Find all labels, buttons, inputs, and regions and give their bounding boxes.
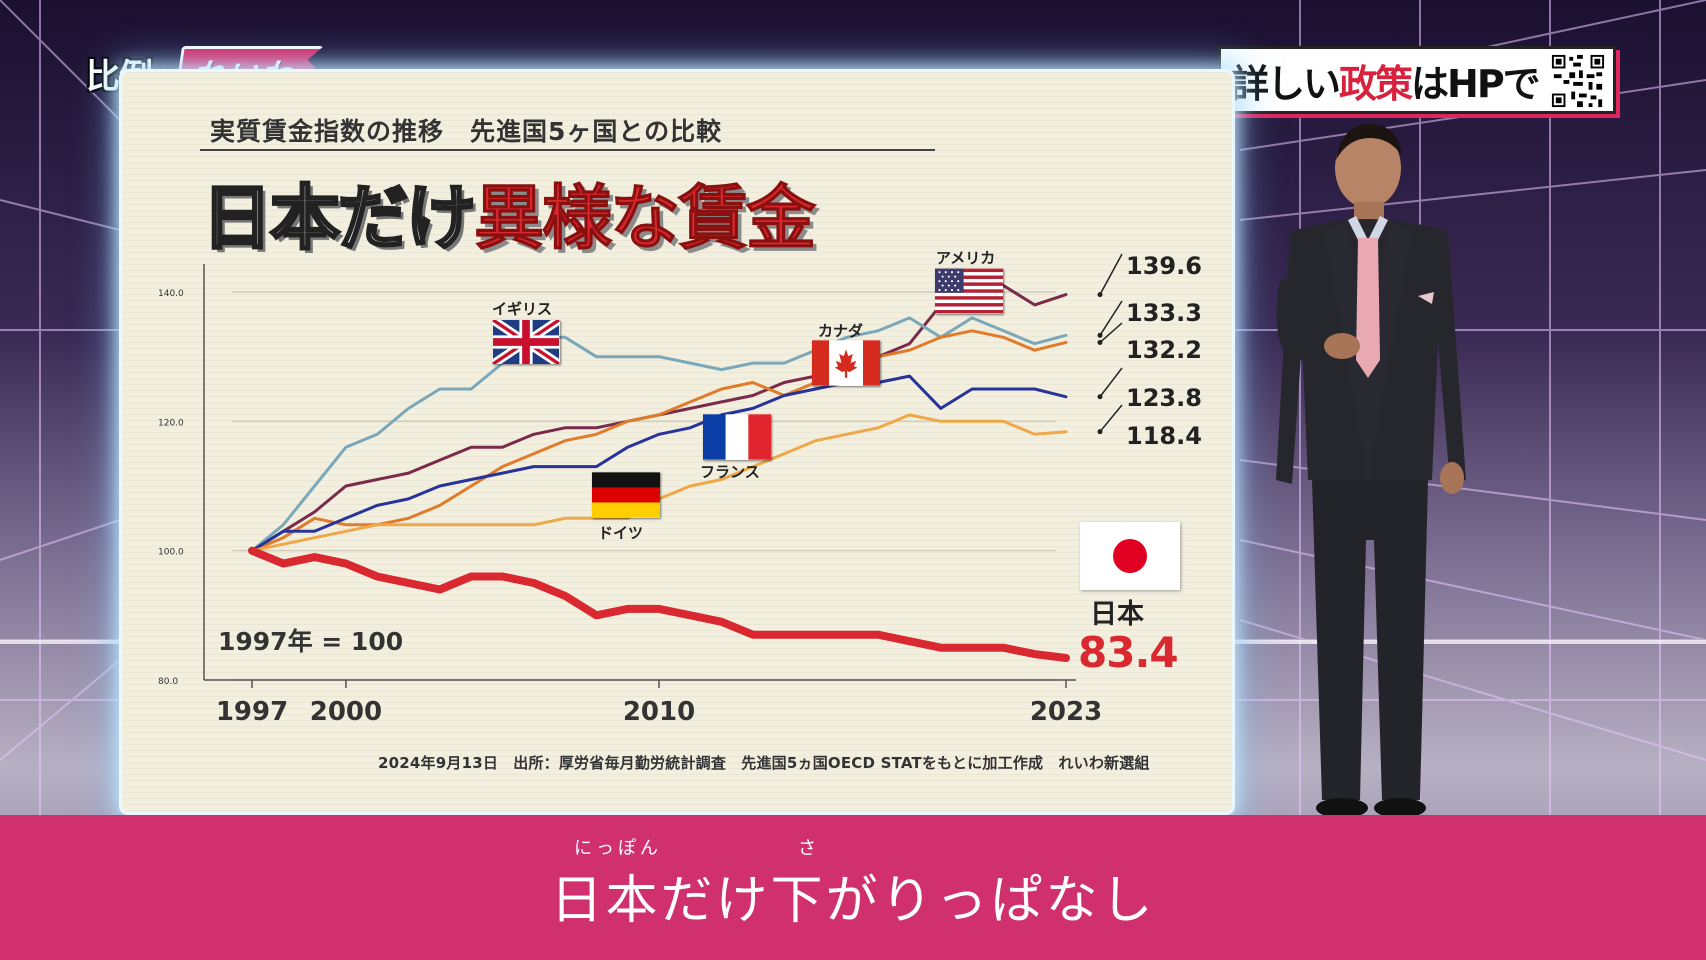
germany-flag-icon xyxy=(592,472,660,518)
end-label-usa: 139.6 xyxy=(1126,252,1202,280)
hp-banner[interactable]: 詳しい政策はHPで xyxy=(1218,46,1616,114)
end-label-uk: 133.3 xyxy=(1126,299,1202,327)
pointer-head-uk xyxy=(1097,332,1103,338)
japan-flag-icon xyxy=(1080,522,1180,590)
series-line-uk xyxy=(250,316,1068,553)
x-tick-label: 2023 xyxy=(1030,697,1102,727)
y-tick-label: 140.0 xyxy=(158,289,184,299)
end-label-germany: 118.4 xyxy=(1126,422,1202,450)
series-line-japan xyxy=(248,546,1070,662)
pointer-head-usa xyxy=(1097,292,1103,298)
pointer-line-uk xyxy=(1099,300,1123,336)
pointer-head-france xyxy=(1097,394,1103,400)
source-note: 2024年9月13日 出所：厚労省毎月勤労統計調査 先進国5ヵ国OECD STA… xyxy=(378,754,1150,772)
end-label-france: 123.8 xyxy=(1126,384,1202,412)
qr-code-icon[interactable] xyxy=(1549,53,1607,109)
subtitle-rule xyxy=(200,149,935,151)
hp-banner-text: 詳しい政策はHPで xyxy=(1231,61,1541,106)
x-tick-label: 1997 xyxy=(216,697,288,727)
pointer-line-germany xyxy=(1099,404,1123,433)
pointer-line-usa xyxy=(1099,253,1123,295)
caption-bar xyxy=(0,815,1706,960)
presenter-figure xyxy=(1276,124,1466,818)
pointer-head-canada xyxy=(1097,339,1103,345)
caption-ruby-1: にっぽん xyxy=(574,838,662,859)
pointer-line-canada xyxy=(1099,322,1123,344)
france-flag-icon xyxy=(703,414,771,460)
series-line-france xyxy=(250,374,1068,553)
y-tick-label: 100.0 xyxy=(158,548,184,558)
line-chart: 80.0 100.0 120.0 140.0 1997 2000 2010 2023 xyxy=(158,253,1123,727)
caption-text: 日本だけ下がりっぱなし xyxy=(550,871,1156,931)
series-line-canada xyxy=(250,329,1068,553)
pointer-line-france xyxy=(1099,367,1123,398)
flag-label-germany: ドイツ xyxy=(598,524,644,542)
x-tick-label: 2000 xyxy=(310,697,382,727)
usa-flag-icon xyxy=(935,268,1003,314)
y-tick-label: 80.0 xyxy=(158,677,178,687)
flag-label-canada: カナダ xyxy=(818,322,864,340)
y-tick-label: 120.0 xyxy=(158,418,184,428)
chart-title: 日本だけ異様な賃金 xyxy=(201,176,817,261)
japan-value: 83.4 xyxy=(1078,628,1179,677)
base-year-note: 1997年 = 100 xyxy=(218,627,404,656)
pointer-head-germany xyxy=(1097,429,1103,435)
chart-subtitle: 実質賃金指数の推移 先進国5ヶ国との比較 xyxy=(210,117,723,146)
japan-label: 日本 xyxy=(1090,599,1144,630)
flag-label-france: フランス xyxy=(700,463,760,481)
caption-ruby-2: さ xyxy=(798,838,816,859)
chart-board xyxy=(122,72,1232,812)
end-label-canada: 132.2 xyxy=(1126,336,1202,364)
flag-label-uk: イギリス xyxy=(492,300,553,318)
flag-label-usa: アメリカ xyxy=(936,249,996,267)
canada-flag-icon xyxy=(812,340,880,386)
uk-flag-icon xyxy=(492,320,560,364)
x-tick-label: 2010 xyxy=(623,697,695,727)
